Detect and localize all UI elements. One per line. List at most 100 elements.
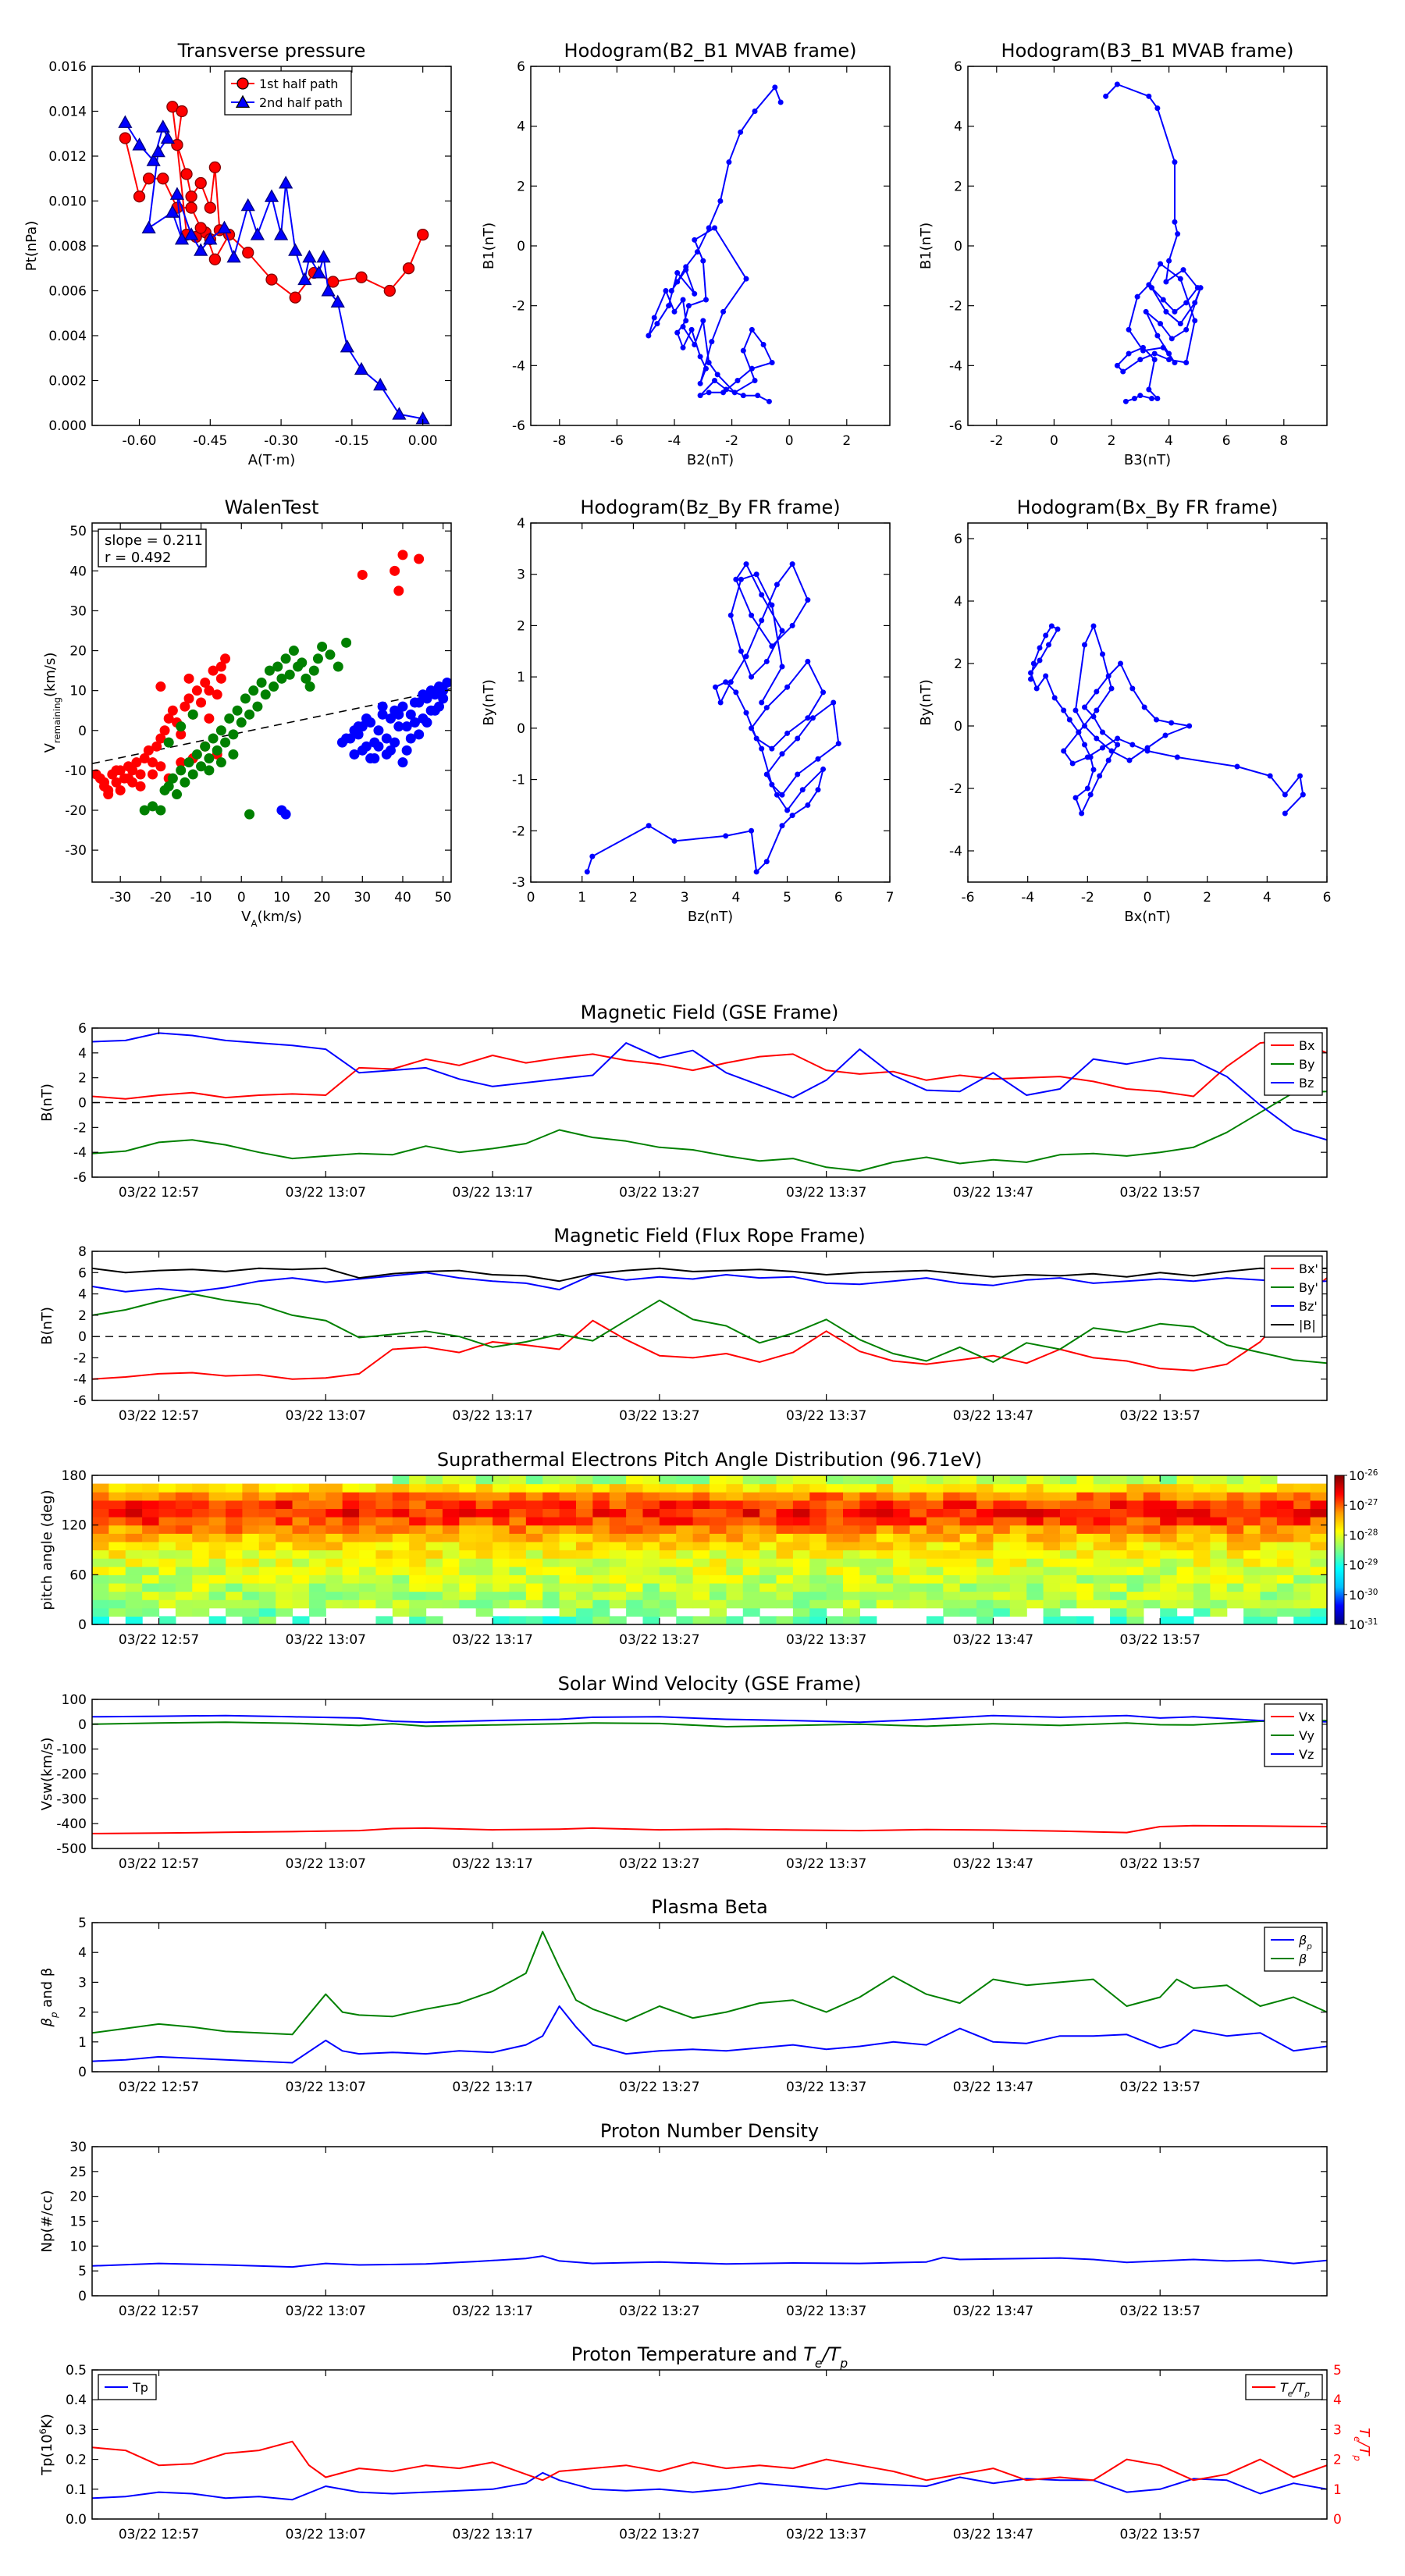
y-tick-label: 0.004 (48, 329, 87, 344)
y2-tick-label: 3 (1333, 2422, 1342, 2438)
series-point-series-0 (1046, 642, 1051, 648)
heatmap-cell (1026, 1517, 1044, 1526)
heatmap-cell (1243, 1607, 1261, 1617)
heatmap-cell (943, 1525, 961, 1534)
heatmap-cell (676, 1492, 694, 1501)
x-tick-label: 03/22 13:57 (1120, 2527, 1200, 2542)
heatmap-cell (525, 1533, 543, 1542)
heatmap-cell (1143, 1558, 1161, 1567)
heatmap-cell (843, 1591, 861, 1600)
heatmap-cell (359, 1541, 377, 1551)
heatmap-cell (459, 1550, 477, 1559)
heatmap-cell (1310, 1525, 1327, 1534)
heatmap-cell (1093, 1525, 1111, 1534)
heatmap-cell (92, 1591, 109, 1600)
x-axis-label: Bz(nT) (688, 909, 733, 925)
heatmap-cell (142, 1492, 160, 1501)
scatter-point (244, 709, 255, 720)
x-tick-label: -4 (1021, 890, 1034, 906)
scatter-point (111, 765, 122, 776)
series-point-series-0 (702, 297, 709, 303)
heatmap-cell (226, 1533, 244, 1542)
heatmap-cell (1009, 1500, 1027, 1510)
heatmap-cell (726, 1566, 744, 1575)
heatmap-cell (375, 1517, 393, 1526)
heatmap-cell (1143, 1500, 1161, 1510)
heatmap-cell (392, 1607, 410, 1617)
heatmap-cell (1026, 1475, 1044, 1485)
heatmap-cell (1293, 1558, 1311, 1567)
heatmap-cell (776, 1616, 794, 1624)
heatmap-cell (843, 1558, 861, 1567)
hodogram-b2b1-chart: Hodogram(B2_B1 MVAB frame)-8 -6 -4 -2 0 2-6-4… (481, 40, 891, 468)
heatmap-cell (158, 1558, 176, 1567)
series-point-series-0 (749, 612, 755, 618)
heatmap-cell (125, 1533, 143, 1542)
heatmap-cell (993, 1607, 1011, 1617)
series-point-series-0 (1082, 642, 1087, 648)
series-point-series-0 (663, 288, 669, 294)
heatmap-cell (626, 1566, 644, 1575)
heatmap-cell (976, 1541, 994, 1551)
heatmap-cell (659, 1500, 677, 1510)
heatmap-cell (642, 1550, 660, 1559)
heatmap-cell (542, 1483, 560, 1493)
heatmap-cell (1059, 1616, 1077, 1624)
heatmap-cell (1009, 1607, 1027, 1617)
series-line-2nd-half-path (124, 122, 423, 420)
scatter-point (183, 673, 194, 684)
series-point-series-0 (688, 326, 695, 333)
heatmap-cell (893, 1475, 911, 1485)
heatmap-cell (276, 1566, 293, 1575)
heatmap-cell (1243, 1517, 1261, 1526)
series-point-series-0 (1084, 785, 1090, 792)
x-tick-label: 03/22 13:27 (619, 2527, 699, 2542)
heatmap-cell (375, 1566, 393, 1575)
heatmap-cell (475, 1591, 493, 1600)
series-point-1st-half-path (119, 132, 132, 144)
heatmap-cell (1059, 1566, 1077, 1575)
heatmap-cell (1260, 1508, 1278, 1517)
series-point-series-0 (784, 730, 791, 736)
y-tick-label: 10 (69, 684, 87, 699)
heatmap-cell (525, 1616, 543, 1624)
scatter-point (148, 757, 158, 768)
y-tick-label: 40 (69, 564, 87, 579)
heatmap-cell (1126, 1508, 1144, 1517)
heatmap-cell (1193, 1483, 1211, 1493)
heatmap-cell (1276, 1566, 1294, 1575)
series-point-series-0 (1154, 333, 1161, 339)
heatmap-cell (1126, 1492, 1144, 1501)
heatmap-cell (1143, 1508, 1161, 1517)
series-point-series-0 (1094, 707, 1100, 713)
y-tick-label: -2 (73, 1350, 87, 1366)
heatmap-cell (742, 1508, 760, 1517)
y-tick-label: 0 (954, 239, 962, 254)
chart-title: Magnetic Field (Flux Rope Frame) (553, 1225, 865, 1247)
heatmap-cell (1126, 1533, 1144, 1542)
heatmap-cell (475, 1533, 493, 1542)
heatmap-cell (325, 1582, 343, 1592)
heatmap-cell (359, 1582, 377, 1592)
heatmap-cell (509, 1616, 527, 1624)
y-tick-label: 1 (517, 670, 525, 685)
heatmap-cell (475, 1541, 493, 1551)
series-point-series-0 (1175, 231, 1181, 237)
scatter-point (208, 733, 219, 744)
heatmap-cell (843, 1533, 861, 1542)
heatmap-cell (525, 1517, 543, 1526)
heatmap-cell (1293, 1607, 1311, 1617)
series-point-2nd-half-path (373, 377, 388, 391)
plot-frame (91, 1922, 1328, 2073)
heatmap-cell (759, 1616, 777, 1624)
series-point-series-0 (1163, 279, 1169, 285)
heatmap-cell (976, 1566, 994, 1575)
y-tick-label: 3 (78, 1975, 87, 1991)
series-point-series-0 (714, 372, 720, 378)
heatmap-cell (1226, 1550, 1244, 1559)
heatmap-cell (843, 1517, 861, 1526)
heatmap-cell (142, 1517, 160, 1526)
heatmap-cell (659, 1574, 677, 1584)
y-tick-label: 25 (69, 2165, 87, 2180)
legend-label: Tp (132, 2380, 148, 2395)
